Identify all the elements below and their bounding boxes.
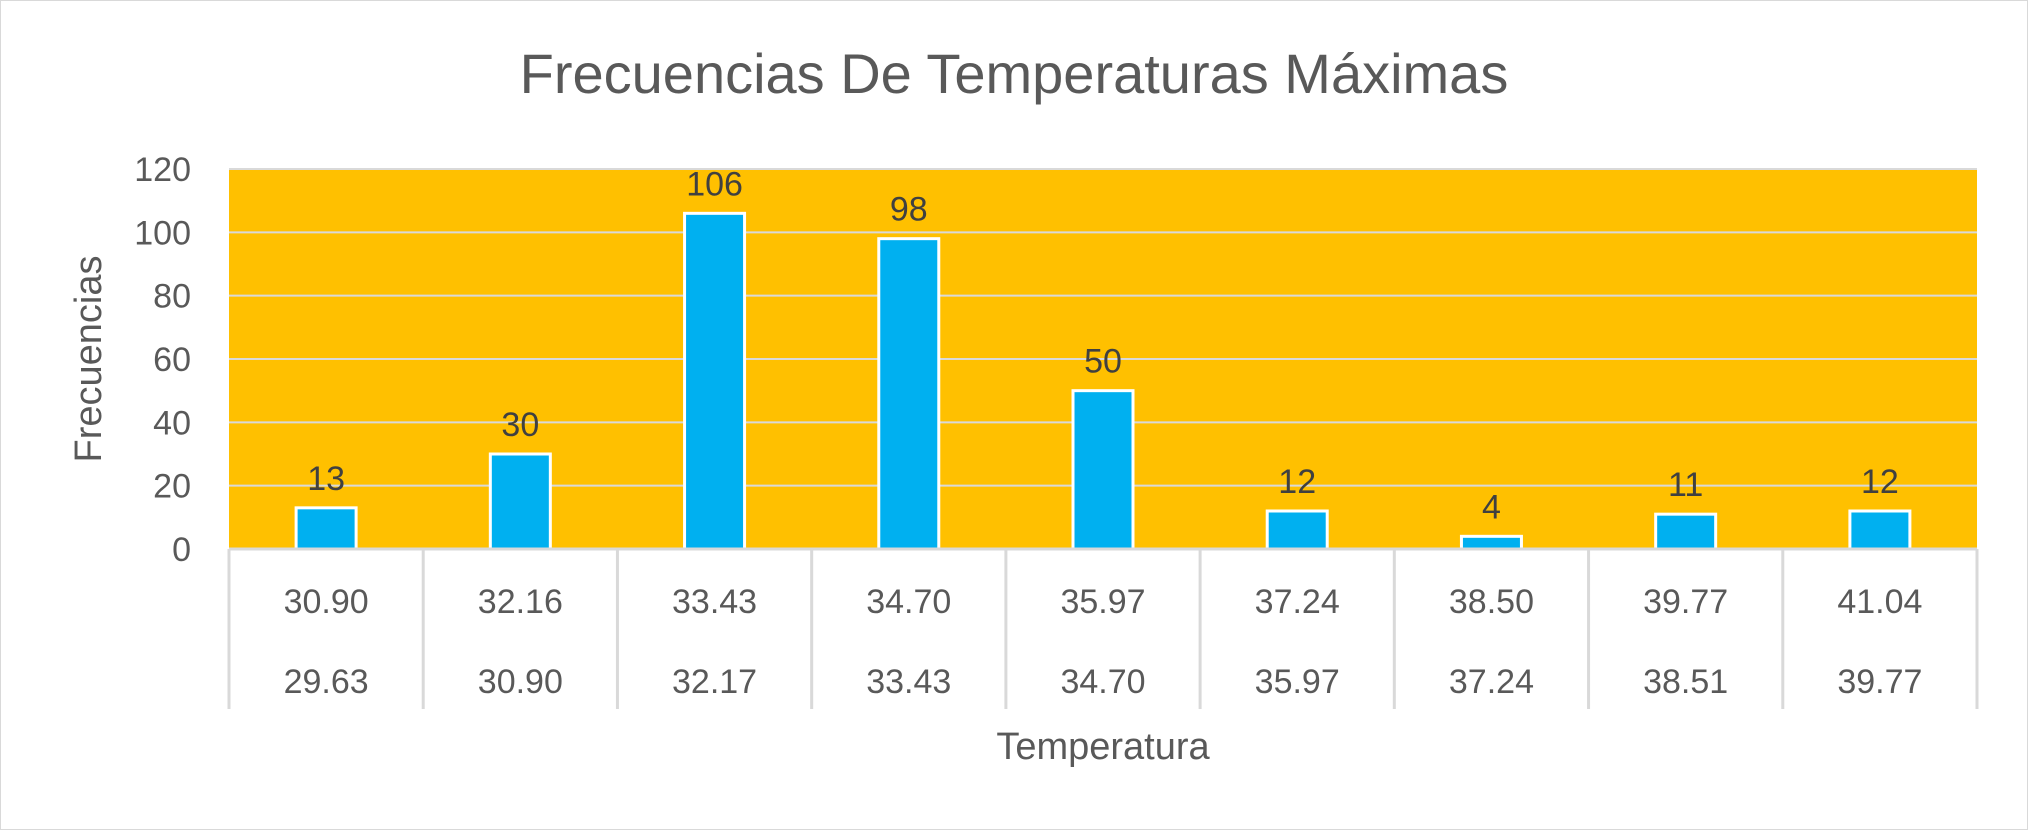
data-label: 30 [501, 406, 539, 444]
bar [488, 452, 552, 551]
data-label: 4 [1482, 488, 1501, 526]
data-label: 12 [1861, 463, 1899, 501]
y-tick-label: 120 [134, 151, 191, 189]
data-label: 50 [1084, 343, 1122, 381]
data-label: 98 [890, 191, 928, 229]
bars [294, 211, 1912, 551]
y-tick-label: 40 [153, 404, 191, 442]
bar [877, 237, 941, 551]
x-category-upper: 34.70 [866, 583, 951, 621]
x-axis-categories: 30.90 29.63 32.16 30.90 33.43 32.17 34.70 33.43… [227, 547, 1979, 709]
bar [1848, 509, 1912, 551]
bar [294, 506, 358, 551]
y-tick-label: 60 [153, 341, 191, 379]
y-tick-label: 20 [153, 468, 191, 506]
y-tick-label: 80 [153, 278, 191, 316]
bar [1459, 534, 1523, 551]
x-category-lower: 39.77 [1837, 663, 1922, 701]
y-axis-ticks: 0 20 40 60 80 100 120 [134, 151, 191, 569]
data-label: 106 [686, 165, 743, 203]
x-category-upper: 39.77 [1643, 583, 1728, 621]
data-label: 12 [1278, 463, 1316, 501]
bar [683, 211, 747, 551]
bar [1265, 509, 1329, 551]
x-category-upper: 32.16 [478, 583, 563, 621]
y-axis-title: Frecuencias [68, 256, 110, 463]
x-category-upper: 37.24 [1255, 583, 1340, 621]
y-tick-label: 0 [172, 531, 191, 569]
x-category-upper: 35.97 [1060, 583, 1145, 621]
x-category-lower: 33.43 [866, 663, 951, 701]
x-category-lower: 34.70 [1060, 663, 1145, 701]
y-tick-label: 100 [134, 214, 191, 252]
data-label: 11 [1668, 466, 1703, 504]
x-category-lower: 38.51 [1643, 663, 1728, 701]
chart-title: Frecuencias De Temperaturas Máximas [520, 42, 1509, 105]
data-label: 13 [307, 460, 345, 498]
data-labels: 13 30 106 98 50 12 4 11 12 [307, 165, 1899, 526]
x-category-upper: 41.04 [1837, 583, 1922, 621]
bar [1071, 389, 1135, 551]
x-category-upper: 30.90 [284, 583, 369, 621]
x-category-upper: 33.43 [672, 583, 757, 621]
x-category-lower: 37.24 [1449, 663, 1534, 701]
x-axis-title: Temperatura [996, 726, 1210, 768]
x-category-lower: 35.97 [1255, 663, 1340, 701]
x-category-lower: 29.63 [284, 663, 369, 701]
x-category-lower: 30.90 [478, 663, 563, 701]
x-category-lower: 32.17 [672, 663, 757, 701]
x-category-upper: 38.50 [1449, 583, 1534, 621]
bar [1654, 512, 1718, 551]
